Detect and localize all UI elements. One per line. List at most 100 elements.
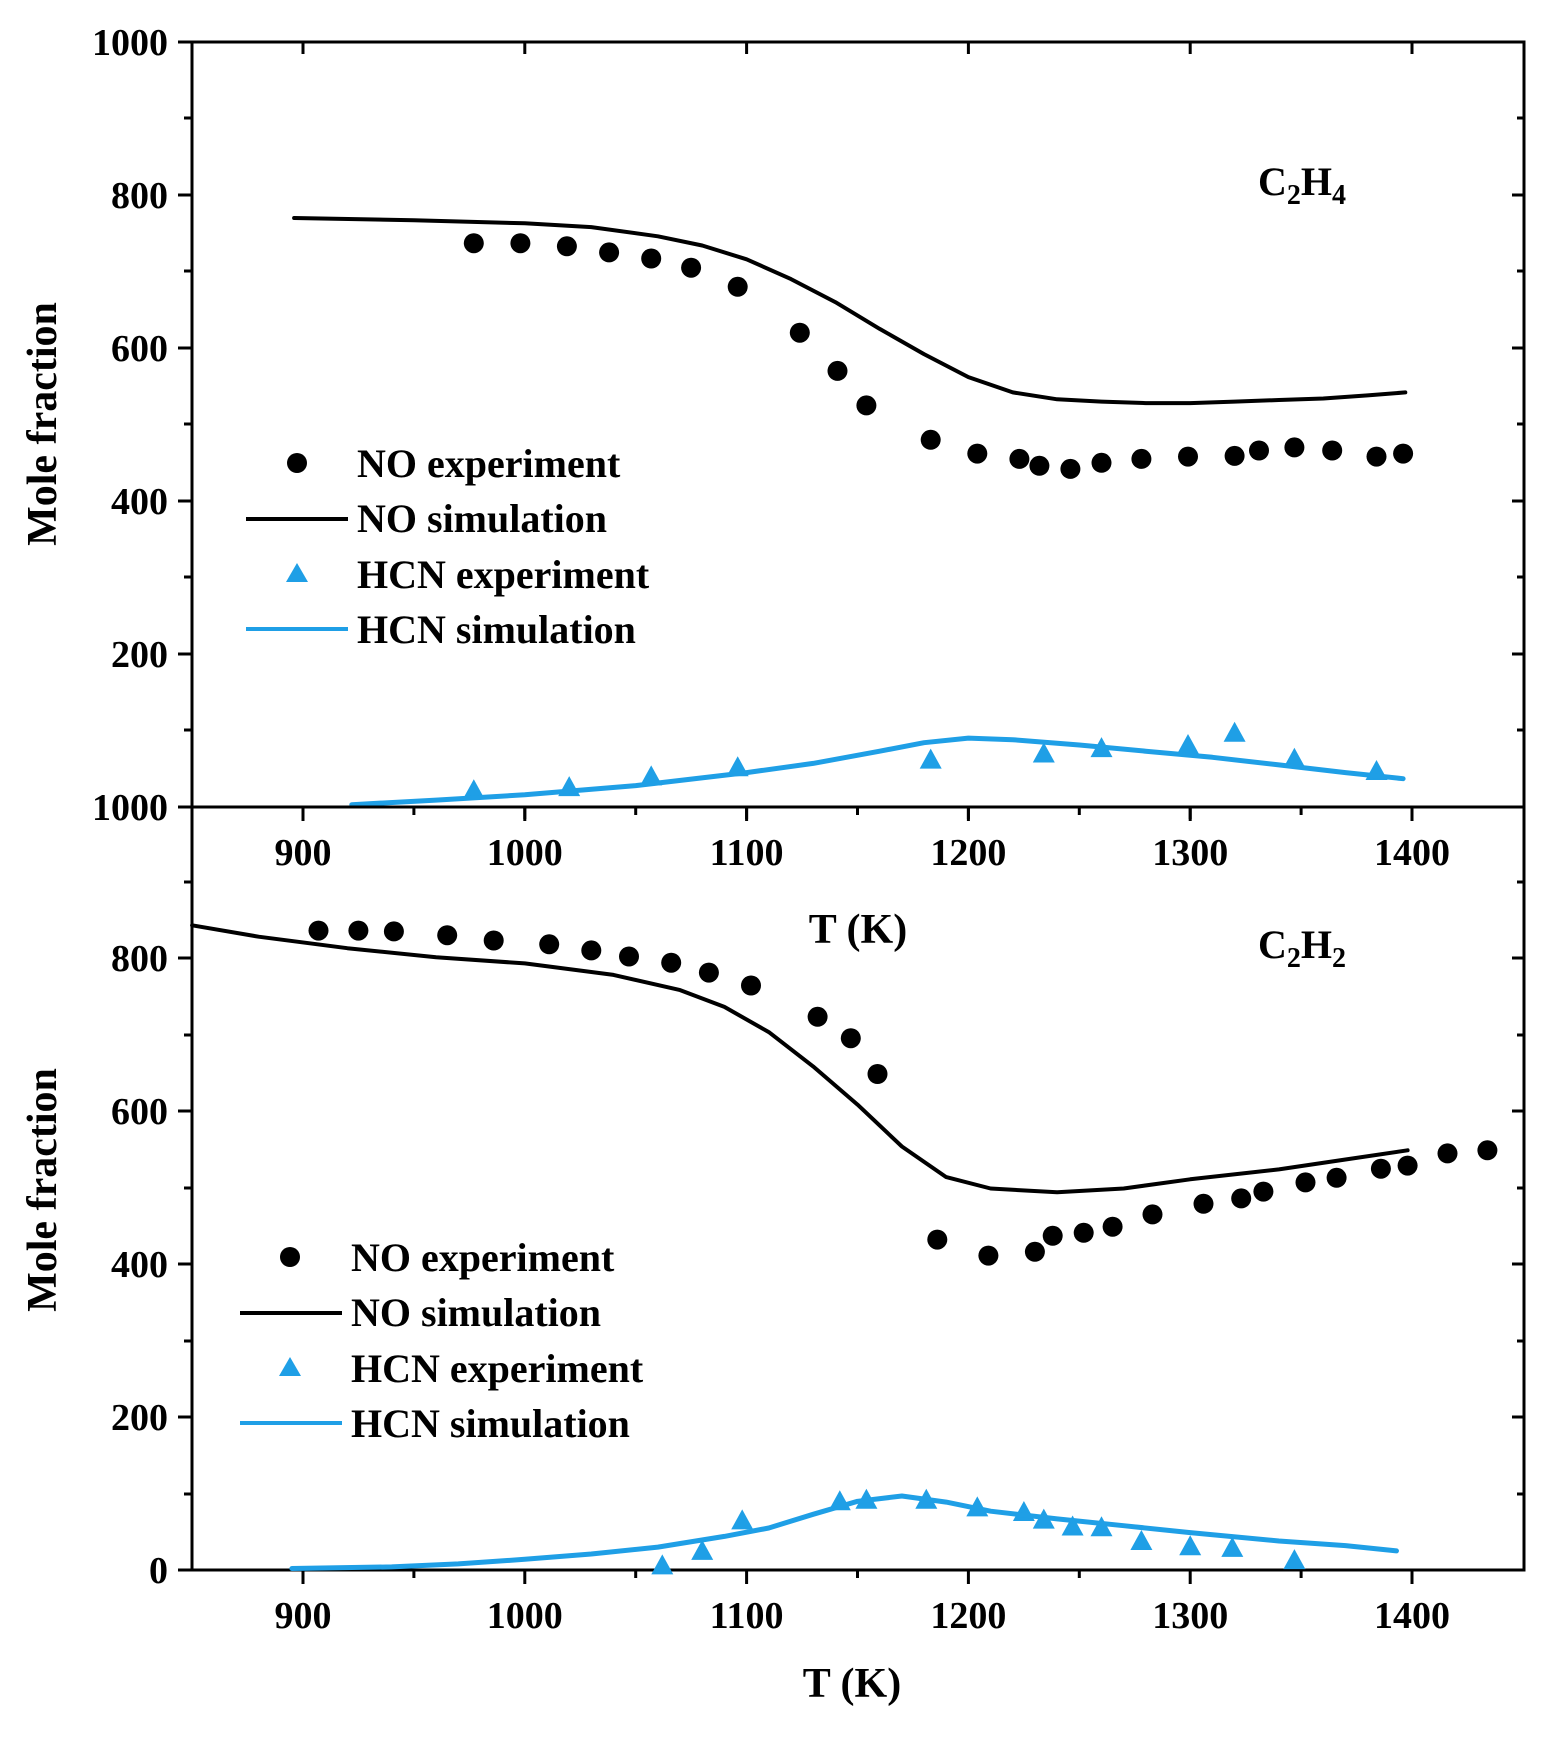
bottom-hcn-experiment-point: [651, 1554, 674, 1575]
bottom-hcn-experiment-point: [1061, 1515, 1084, 1536]
bottom-no-experiment-point: [1024, 1241, 1045, 1262]
bottom-no-experiment-point: [1193, 1193, 1214, 1214]
top-hcn-experiment-point: [1177, 734, 1199, 754]
bottom-y-tick-label: 600: [111, 1091, 168, 1133]
top-x-tick-label: 1000: [487, 832, 563, 874]
top-hcn-experiment-point: [1223, 721, 1246, 742]
bottom-hcn-experiment-point: [1179, 1535, 1202, 1556]
bottom-hcn-simulation-line: [289, 1493, 1399, 1571]
bottom-no-experiment-point: [741, 975, 761, 996]
top-no-experiment-point: [681, 257, 702, 278]
top-no-experiment-point: [1393, 443, 1414, 464]
bottom-no-experiment-point: [1295, 1172, 1316, 1193]
bottom-y-tick-label: 400: [111, 1244, 168, 1286]
top-no-experiment-point: [1091, 452, 1112, 473]
legend-hcn-experiment-marker: [286, 563, 308, 582]
top-x-axis-title: T (K): [809, 907, 907, 953]
legend-no-experiment-label: NO experiment: [357, 441, 621, 486]
bottom-no-experiment-point: [978, 1245, 999, 1266]
bottom-no-experiment-point: [698, 962, 719, 983]
top-no-experiment-point: [599, 242, 620, 263]
top-no-experiment-point: [556, 236, 577, 257]
bottom-no-experiment-point: [348, 920, 369, 941]
top-no-experiment-point: [727, 276, 748, 297]
bottom-no-experiment-point: [1437, 1143, 1458, 1164]
bottom-x-tick-label: 1200: [930, 1595, 1006, 1637]
top-hcn-experiment-point: [462, 779, 485, 800]
top-no-experiment-point: [510, 233, 531, 254]
bottom-no-experiment-point: [867, 1064, 888, 1084]
bottom-no-experiment-point: [807, 1006, 828, 1027]
legend-hcn-simulation-label: HCN simulation: [351, 1401, 630, 1446]
top-y-axis: 1000 800 600 400 200 1000: [92, 22, 1524, 829]
bottom-hcn-experiment-point: [691, 1539, 714, 1560]
top-no-experiment-point: [1284, 437, 1305, 458]
top-x-tick-label: 1300: [1152, 832, 1228, 874]
bottom-x-tick-label: 1400: [1374, 1595, 1450, 1637]
legend-hcn-experiment-label: HCN experiment: [351, 1346, 644, 1391]
bottom-no-experiment-points: [308, 920, 1498, 1266]
legend-hcn-experiment-label: HCN experiment: [357, 552, 650, 597]
top-no-experiment-point: [1009, 448, 1030, 469]
top-y-tick-label: 400: [111, 481, 168, 523]
bottom-hcn-experiment-point: [1130, 1530, 1153, 1550]
bottom-x-axis: 900 1000 1100 1200 1300 1400: [275, 807, 1450, 1637]
top-no-experiment-point: [463, 233, 484, 254]
top-no-experiment-point: [1322, 440, 1343, 461]
bottom-no-experiment-point: [1477, 1140, 1498, 1161]
top-no-experiment-point: [1249, 440, 1269, 461]
bottom-no-experiment-point: [661, 952, 682, 973]
top-no-experiment-point: [856, 395, 877, 416]
legend-no-experiment-label: NO experiment: [351, 1235, 615, 1280]
top-y-tick-label: 600: [111, 328, 168, 370]
bottom-y-tick-label: 0: [149, 1550, 168, 1592]
top-panel: Mole fraction C2H4 NO experiment NO simu…: [20, 22, 1526, 874]
bottom-no-experiment-point: [383, 921, 404, 942]
top-hcn-experiment-point: [1032, 742, 1055, 763]
top-no-simulation-line: [292, 216, 1408, 406]
bottom-no-experiment-point: [1142, 1204, 1163, 1225]
bottom-no-experiment-point: [437, 925, 458, 946]
top-species-label: C2H4: [1258, 159, 1346, 211]
bottom-y-axis: 0 200 400 600 800: [111, 880, 1524, 1592]
bottom-y-axis-title: Mole fraction: [20, 1068, 66, 1312]
legend-no-experiment-marker: [287, 453, 307, 473]
top-y-axis-title: Mole fraction: [20, 302, 66, 546]
top-hcn-experiment-point: [640, 765, 663, 786]
top-no-experiment-point: [1131, 448, 1152, 469]
legend-no-simulation-label: NO simulation: [351, 1290, 601, 1335]
bottom-no-experiment-point: [1073, 1222, 1094, 1243]
top-legend: NO experiment NO simulation HCN experime…: [246, 441, 650, 652]
top-no-experiment-point: [1060, 458, 1081, 479]
bottom-hcn-experiment-point: [731, 1509, 754, 1530]
bottom-no-experiment-point: [483, 930, 504, 951]
legend-no-experiment-marker: [280, 1247, 300, 1267]
bottom-x-tick-label: 900: [275, 1595, 332, 1637]
bottom-no-experiment-point: [1042, 1225, 1063, 1246]
bottom-no-experiment-point: [840, 1028, 861, 1049]
bottom-no-experiment-point: [539, 934, 560, 955]
legend-no-simulation-label: NO simulation: [357, 496, 607, 541]
bottom-no-experiment-point: [1102, 1216, 1123, 1237]
bottom-no-experiment-point: [1253, 1181, 1274, 1202]
bottom-no-experiment-point: [308, 920, 329, 941]
top-no-experiment-points: [463, 233, 1414, 479]
bottom-hcn-experiment-points: [651, 1488, 1306, 1575]
bottom-no-simulation-line: [190, 923, 1410, 1195]
top-x-tick-label: 1200: [930, 832, 1006, 874]
bottom-no-experiment-point: [1231, 1188, 1252, 1209]
top-no-experiment-point: [641, 248, 662, 269]
top-x-tick-label: 900: [275, 832, 332, 874]
top-no-experiment-point: [1366, 446, 1387, 467]
bottom-hcn-experiment-point: [1221, 1536, 1244, 1557]
top-y-tick-label: 200: [111, 634, 168, 676]
top-no-experiment-point: [789, 322, 810, 343]
top-no-experiment-point: [920, 429, 941, 450]
bottom-no-experiment-point: [927, 1229, 948, 1250]
bottom-panel: Mole fraction T (K) T (K) C2H2 NO experi…: [20, 805, 1526, 1707]
top-no-experiment-point: [1224, 445, 1245, 466]
bottom-species-label: C2H2: [1258, 922, 1346, 974]
top-y-tick-label: 1000: [92, 787, 168, 829]
bottom-no-experiment-point: [1370, 1158, 1391, 1179]
